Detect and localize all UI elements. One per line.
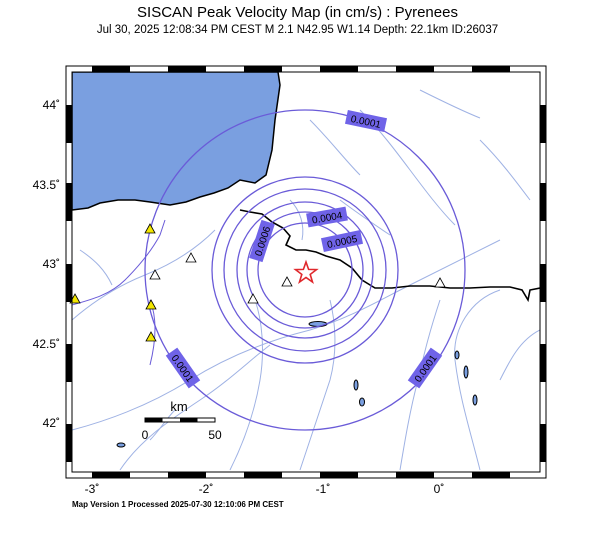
tick-label: 43˚: [43, 257, 60, 271]
station-icon: [281, 276, 293, 287]
station-icon: [185, 252, 197, 263]
tick-label: 44˚: [43, 98, 60, 112]
station-icon: [434, 277, 446, 288]
lat-tick-labels: 44˚ 43.5˚ 43˚ 42.5˚ 42˚: [33, 98, 60, 430]
station-icon: [247, 293, 259, 304]
national-border: [239, 209, 540, 303]
pgv-contours: [144, 109, 466, 431]
station-icon: [145, 331, 157, 342]
contour-label: 0.0001: [165, 347, 201, 389]
station-icon: [149, 269, 161, 280]
tick-label: -3˚: [85, 482, 100, 496]
contour-label: 0.0004: [306, 206, 348, 228]
contour-label: 0.0005: [320, 229, 364, 253]
map-title: SISCAN Peak Velocity Map (in cm/s) : Pyr…: [137, 4, 458, 21]
svg-text:50: 50: [208, 428, 222, 442]
lakes: [116, 321, 478, 448]
rivers: [72, 89, 540, 471]
contour-label: 0.0001: [407, 347, 443, 389]
tick-label: 42˚: [43, 416, 60, 430]
map-footer: Map Version 1 Processed 2025-07-30 12:10…: [72, 500, 284, 509]
svg-text:0: 0: [142, 428, 149, 442]
tick-label: -1˚: [316, 482, 331, 496]
lon-tick-labels: -3˚ -2˚ -1˚ 0˚: [85, 482, 445, 496]
tick-label: 42.5˚: [33, 337, 60, 351]
scale-bar: km 0 50: [142, 399, 222, 442]
station-icon: [145, 299, 157, 310]
tick-label: 43.5˚: [33, 178, 60, 192]
station-icon: [144, 223, 156, 234]
svg-text:km: km: [170, 399, 187, 414]
stations: [69, 223, 446, 342]
tick-label: 0˚: [434, 482, 445, 496]
contour-label: 0.0001: [344, 109, 388, 133]
sea-area: [72, 72, 281, 211]
star-icon: [293, 259, 319, 284]
map-frame: [65, 65, 547, 479]
svg-text:0.0004: 0.0004: [311, 210, 343, 226]
event-info: Jul 30, 2025 12:08:34 PM CEST M 2.1 N42.…: [96, 24, 499, 36]
tick-label: -2˚: [199, 482, 214, 496]
